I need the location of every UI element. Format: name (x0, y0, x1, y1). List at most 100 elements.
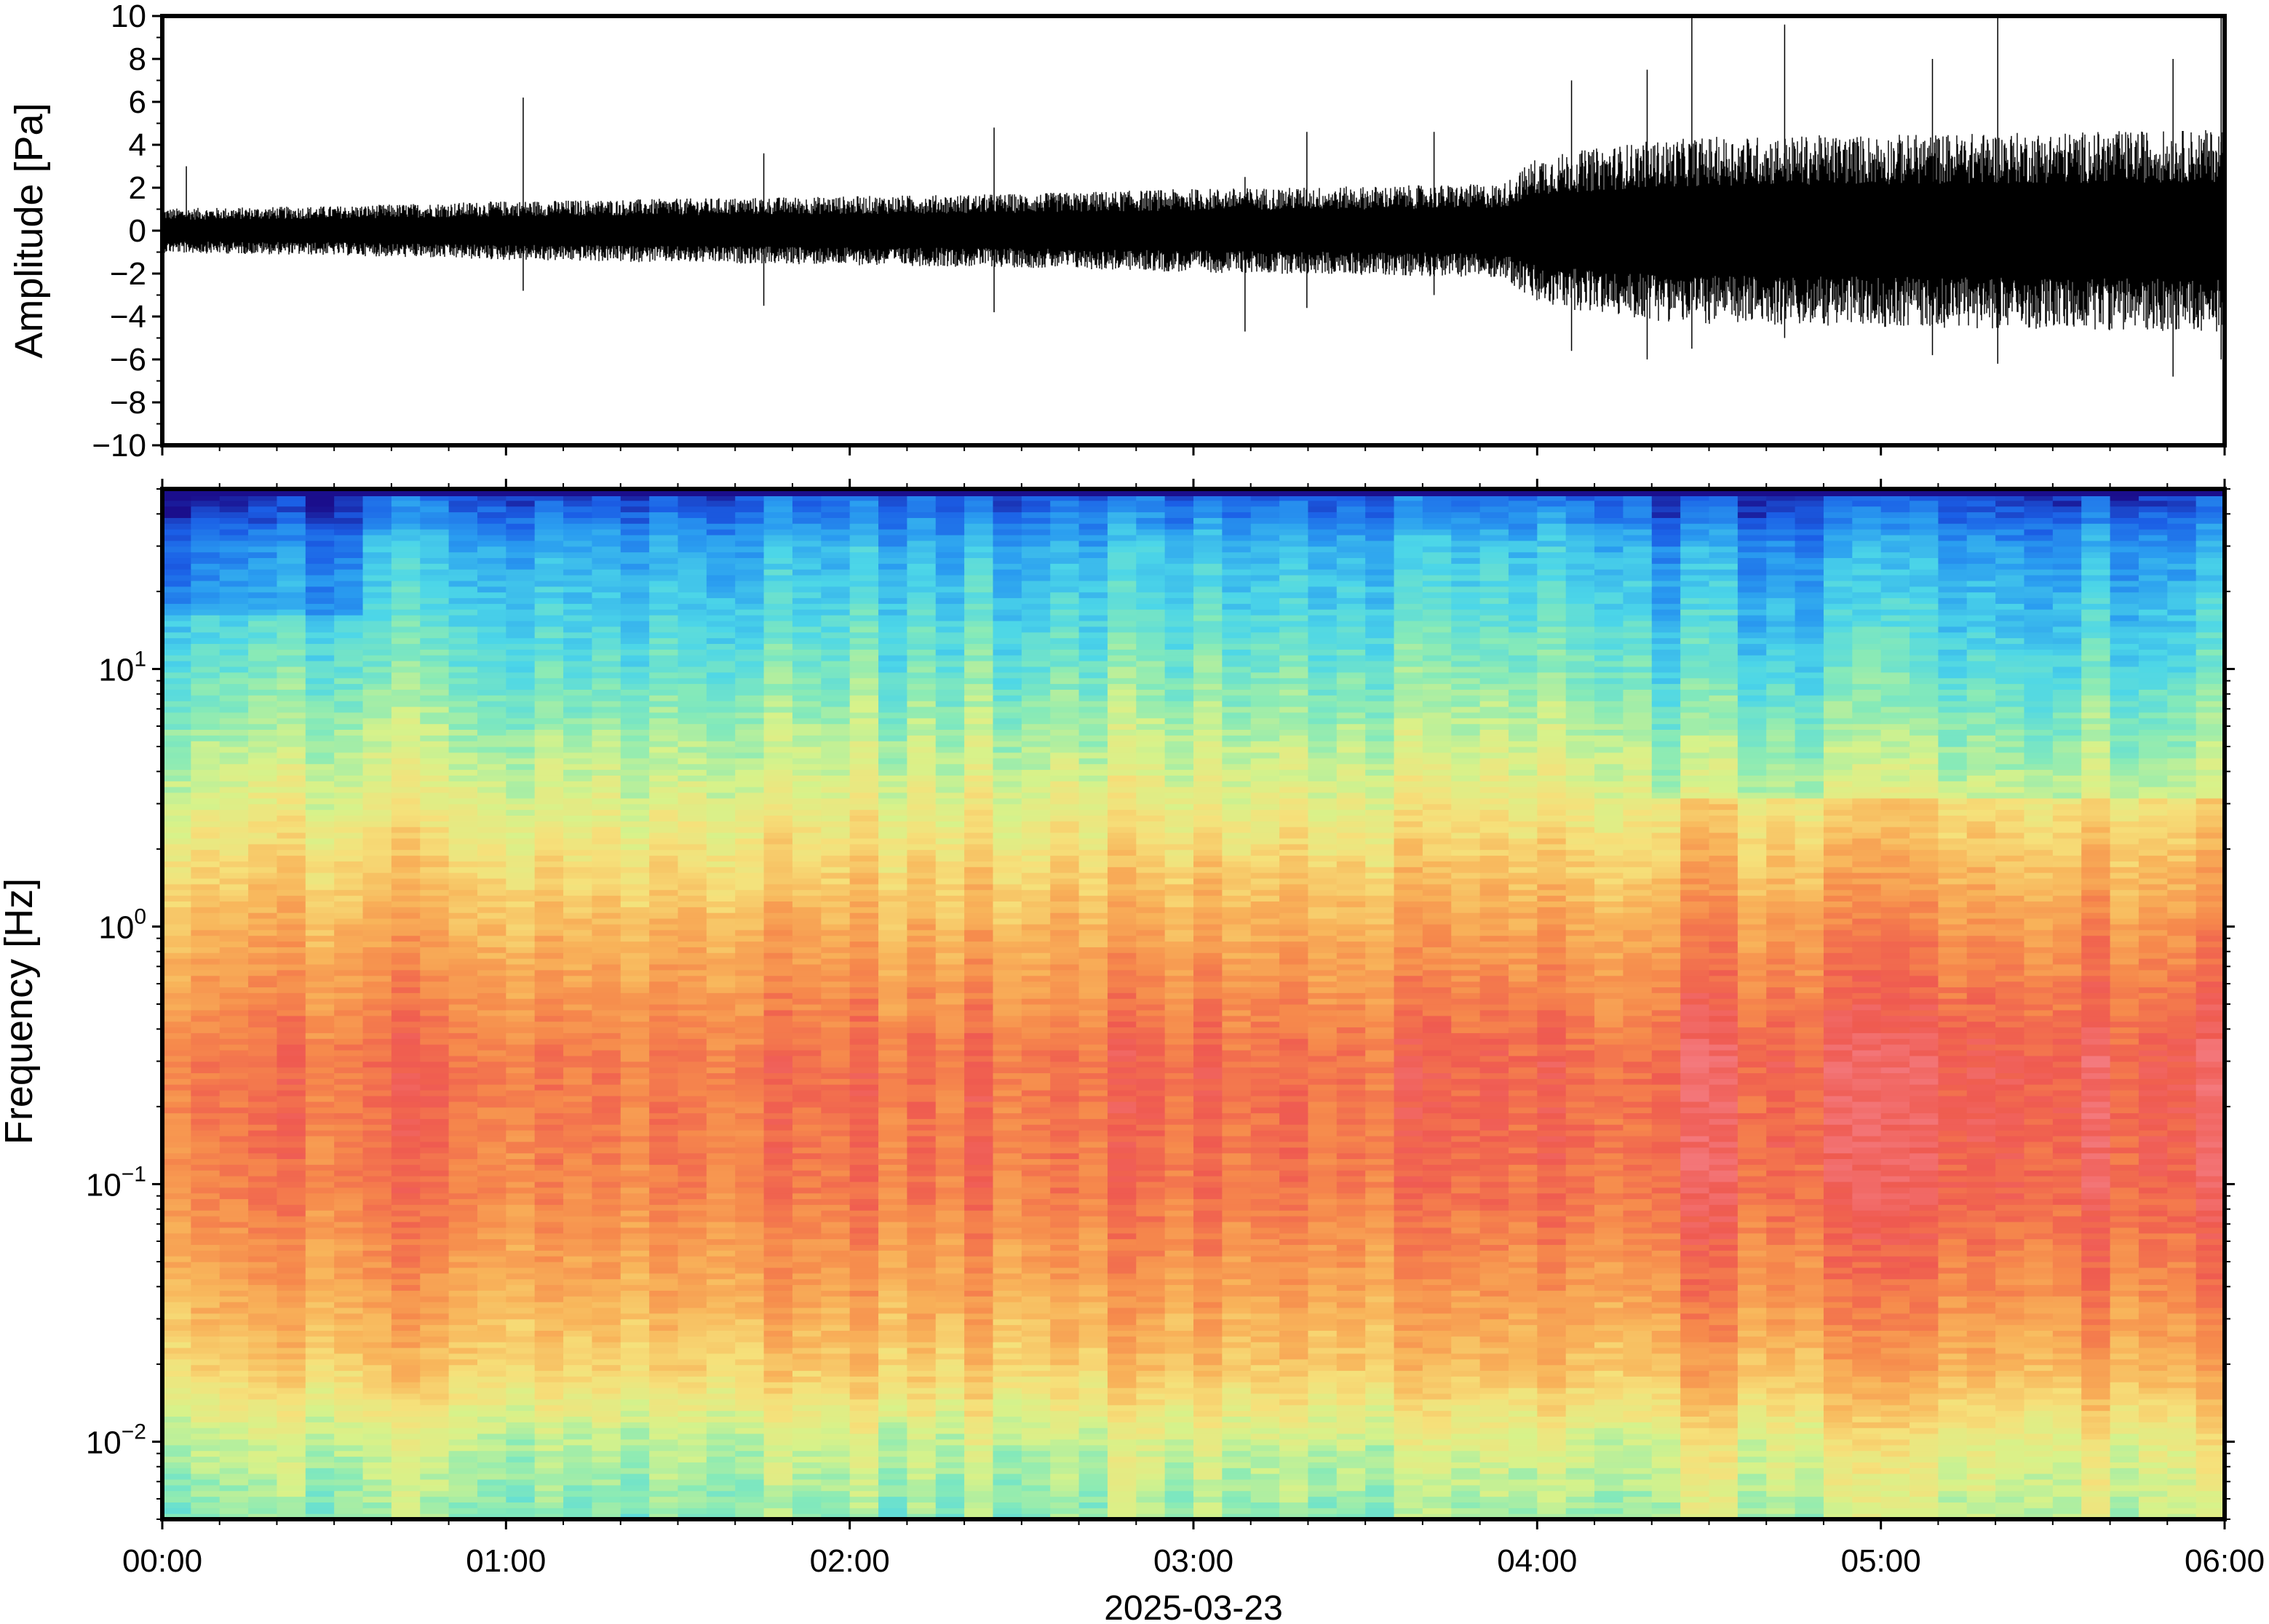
spectrogram-cell (2081, 1393, 2111, 1400)
spectrogram-cell (2052, 1376, 2082, 1382)
spectrogram-cell (219, 1273, 249, 1280)
spectrogram-cell (162, 1398, 191, 1406)
spectrogram-cell (706, 1416, 736, 1422)
spectrogram-cell (763, 1330, 793, 1337)
spectrogram-cell (907, 1353, 937, 1360)
spectrogram-cell (964, 1462, 994, 1468)
spectrogram-cell (219, 1176, 249, 1182)
spectrogram-cell (391, 1318, 421, 1326)
spectrogram-cell (907, 1278, 937, 1286)
spectrogram-cell (1880, 1227, 1910, 1234)
spectrogram-cell (277, 1358, 306, 1366)
spectrogram-cell (677, 1296, 707, 1302)
spectrogram-cell (1938, 1496, 1968, 1502)
spectrogram-cell (935, 1398, 965, 1406)
spectrogram-cell (677, 1348, 707, 1354)
spectrogram-cell (1995, 1416, 2025, 1422)
spectrogram-cell (191, 1176, 220, 1182)
spectrogram-cell (2110, 1250, 2139, 1257)
spectrogram-cell (563, 1164, 593, 1171)
spectrogram-cell (506, 1227, 536, 1234)
spectrogram-cell (1709, 1210, 1738, 1217)
spectrogram-cell (677, 1198, 707, 1205)
spectrogram-cell (563, 1227, 593, 1234)
spectrogram-cell (592, 1502, 621, 1508)
spectrogram-cell (2052, 1244, 2082, 1251)
spectrogram-cell (1623, 1250, 1653, 1257)
spectrogram-cell (1910, 1444, 1939, 1452)
spectrogram-cell (277, 1376, 306, 1382)
spectrogram-cell (1910, 1468, 1939, 1474)
spectrogram-cell (1451, 1404, 1481, 1412)
spectrogram-cell (2110, 1376, 2139, 1382)
spectrogram-cell (1508, 1267, 1538, 1274)
spectrogram-cell (1250, 1348, 1280, 1354)
spectrogram-cell (1422, 1444, 1452, 1452)
spectrogram-cell (1308, 1444, 1338, 1452)
spectrogram-cell (935, 1187, 965, 1194)
spectrogram-cell (1078, 1364, 1108, 1372)
spectrogram-cell (277, 1153, 306, 1159)
spectrogram-cell (620, 1348, 650, 1354)
spectrogram-cell (219, 1233, 249, 1240)
spectrogram-cell (735, 1221, 765, 1228)
spectrogram-cell (1136, 1438, 1166, 1446)
spectrogram-cell (1479, 1502, 1509, 1508)
spectrogram-cell (1910, 1130, 1939, 1137)
spectrogram-cell (563, 1382, 593, 1388)
spectrogram-cell (1422, 1284, 1452, 1291)
spectrogram-cell (448, 1141, 478, 1148)
spectrogram-cell (1164, 1496, 1194, 1502)
spectrogram-cell (1050, 1262, 1080, 1268)
spectrogram-cell (2138, 1290, 2168, 1297)
spectrogram-cell (2024, 1398, 2054, 1406)
spectrogram-cell (1021, 1135, 1051, 1142)
spectrogram-cell (1279, 1388, 1309, 1394)
spectrogram-cell (2052, 1353, 2082, 1360)
spectrogram-cell (649, 1170, 679, 1177)
spectrogram-cell (1308, 1318, 1338, 1326)
spectrogram-cell (2110, 1221, 2139, 1228)
spectrogram-cell (1823, 1290, 1853, 1297)
spectrogram-cell (1995, 1216, 2025, 1222)
spectrogram-cell (1594, 1508, 1624, 1514)
spectrogram-cell (1537, 1273, 1567, 1280)
spectrogram-cell (763, 1164, 793, 1171)
spectrogram-cell (1680, 1273, 1710, 1280)
spectrogram-cell (191, 1382, 220, 1388)
spectrogram-cell (1451, 1296, 1481, 1302)
spectrogram-cell (277, 1302, 306, 1308)
spectrogram-cell (563, 1376, 593, 1382)
spectrogram-cell (2110, 1336, 2139, 1342)
spectrogram-cell (1910, 1170, 1939, 1177)
spectrogram-cell (362, 1164, 392, 1171)
spectrogram-cell (1308, 1302, 1338, 1308)
spectrogram-cell (907, 1176, 937, 1182)
spectrogram-cell (1308, 1216, 1338, 1222)
spectrogram-cell (162, 1353, 191, 1360)
spectrogram-cell (477, 1433, 506, 1440)
spectrogram-cell (821, 1324, 851, 1331)
spectrogram-cell (2052, 1438, 2082, 1446)
spectrogram-cell (1164, 1193, 1194, 1200)
y-tick-label: −10 (92, 428, 146, 463)
spectrogram-cell (1164, 1438, 1194, 1446)
spectrogram-cell (162, 1296, 191, 1302)
spectrogram-cell (907, 1444, 937, 1452)
spectrogram-cell (849, 1336, 879, 1342)
spectrogram-cell (1537, 1187, 1567, 1194)
spectrogram-cell (1880, 1330, 1910, 1337)
spectrogram-cell (191, 1204, 220, 1211)
spectrogram-cell (677, 1227, 707, 1234)
spectrogram-cell (620, 1353, 650, 1360)
spectrogram-cell (1623, 1170, 1653, 1177)
spectrogram-cell (1508, 1187, 1538, 1194)
spectrogram-cell (1336, 1324, 1366, 1331)
spectrogram-cell (1938, 1484, 1968, 1492)
spectrogram-cell (391, 1302, 421, 1308)
spectrogram-cell (1766, 1502, 1796, 1508)
spectrogram-cell (362, 1147, 392, 1154)
spectrogram-cell (2081, 1221, 2111, 1228)
spectrogram-cell (362, 1353, 392, 1360)
spectrogram-cell (1795, 1187, 1824, 1194)
